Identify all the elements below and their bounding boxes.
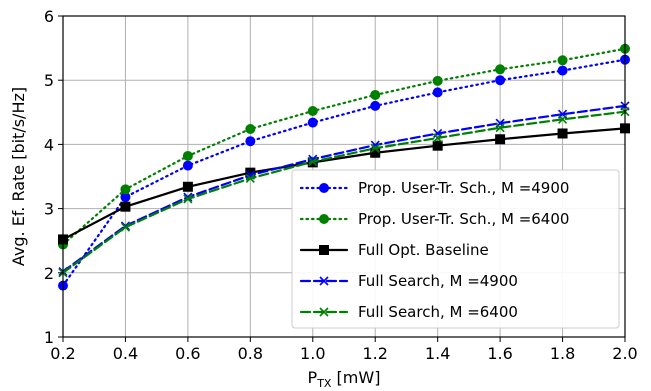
data-point	[558, 129, 567, 138]
x-tick-label: 1.4	[425, 344, 450, 363]
x-axis-label: PTX [mW]	[308, 368, 381, 390]
legend-marker	[320, 215, 329, 224]
legend-label: Full Search, M =6400	[358, 303, 518, 321]
x-tick-label: 1.6	[487, 344, 512, 363]
legend-label: Full Opt. Baseline	[358, 241, 489, 259]
y-tick-label: 4	[44, 135, 54, 154]
legend: Prop. User-Tr. Sch., M =4900 Prop. User-T…	[292, 170, 619, 328]
legend-marker	[320, 246, 329, 255]
data-point	[308, 118, 317, 127]
data-point	[496, 65, 505, 74]
data-point	[308, 107, 317, 116]
y-tick-label: 5	[44, 71, 54, 90]
data-point	[121, 185, 130, 194]
data-point	[246, 137, 255, 146]
data-point	[558, 56, 567, 65]
x-tick-label: 2.0	[612, 344, 637, 363]
legend-label: Prop. User-Tr. Sch., M =4900	[358, 179, 569, 197]
y-tick-label: 1	[44, 328, 54, 347]
y-tick-label: 2	[44, 264, 54, 283]
data-point	[183, 151, 192, 160]
data-point	[371, 90, 380, 99]
data-point	[496, 135, 505, 144]
x-tick-label: 0.6	[175, 344, 200, 363]
y-tick-label: 6	[44, 7, 54, 26]
y-axis-label: Avg. Ef. Rate [bit/s/Hz]	[9, 87, 28, 266]
x-tick-label: 1.8	[550, 344, 575, 363]
x-axis-label-sub: TX	[316, 377, 332, 390]
data-point	[558, 66, 567, 75]
data-point	[246, 124, 255, 133]
x-tick-label: 0.8	[238, 344, 263, 363]
y-tick-label: 3	[44, 200, 54, 219]
x-tick-label: 0.2	[50, 344, 75, 363]
legend-marker	[320, 184, 329, 193]
x-tick-label: 1.2	[362, 344, 387, 363]
data-point	[433, 141, 442, 150]
data-point	[183, 161, 192, 170]
data-point	[371, 101, 380, 110]
data-point	[371, 148, 380, 157]
data-point	[183, 182, 192, 191]
x-axis-label-main: P	[308, 368, 318, 387]
data-point	[121, 202, 130, 211]
legend-label: Prop. User-Tr. Sch., M =6400	[358, 210, 569, 228]
x-tick-label: 0.4	[113, 344, 138, 363]
data-point	[433, 88, 442, 97]
data-point	[433, 76, 442, 85]
data-point	[496, 76, 505, 85]
x-axis-label-unit: [mW]	[331, 368, 380, 387]
x-tick-label: 1.0	[300, 344, 325, 363]
legend-label: Full Search, M =4900	[358, 272, 518, 290]
